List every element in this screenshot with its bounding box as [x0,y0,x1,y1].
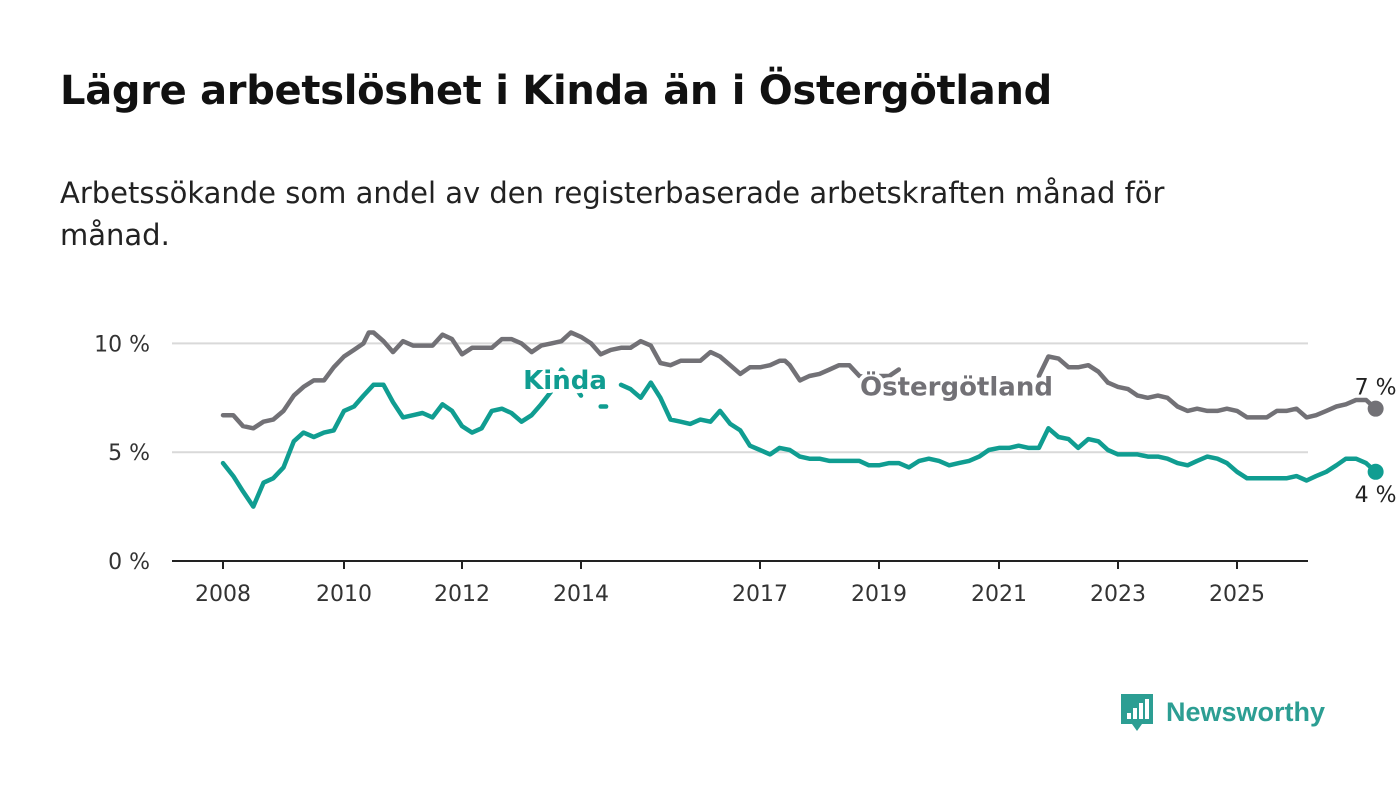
chart-title: Lägre arbetslöshet i Kinda än i Östergöt… [60,68,1052,114]
series-line--sterg-tland-2 [1105,380,1378,420]
series-line-kinda-2 [618,380,1378,483]
x-tick-label: 2008 [195,582,251,607]
y-tick-label: 5 % [108,441,150,466]
series-line--sterg-tland-1 [1036,354,1111,385]
x-tick-label: 2017 [732,582,788,607]
series-name-halo: Östergötland [860,370,1053,403]
series-name-label: Kinda [523,366,607,396]
series-line--sterg-tland-0 [220,330,902,431]
end-value-label: 7 % [1355,376,1397,401]
x-tick-label: 2023 [1090,582,1146,607]
x-tick-label: 2010 [316,582,372,607]
newsworthy-logo-icon [1121,694,1153,731]
end-point-1 [1367,463,1384,480]
x-tick-label: 2025 [1209,582,1265,607]
series-name-label: Östergötland [860,370,1053,403]
x-tick-label: 2021 [971,582,1027,607]
chart-subtitle: Arbetssökande som andel av den registerb… [60,176,1165,252]
series-name-halo: Kinda [523,366,607,396]
x-tick-label: 2014 [553,582,609,607]
series [220,330,1384,509]
end-point-0 [1367,400,1384,417]
x-tick-label: 2019 [851,582,907,607]
y-tick-label: 0 % [108,550,150,575]
y-tick-label: 10 % [94,332,150,357]
brand-logo[interactable]: Newsworthy [1118,690,1325,734]
x-tick-label: 2012 [434,582,490,607]
series-line-kinda-0 [220,367,584,509]
brand-name: Newsworthy [1166,696,1326,727]
end-value-label: 4 % [1355,483,1397,508]
axes: 0 % 5 % 10 % 2008 2010 2012 2014 2017 2019 2021 20… [94,332,1308,607]
